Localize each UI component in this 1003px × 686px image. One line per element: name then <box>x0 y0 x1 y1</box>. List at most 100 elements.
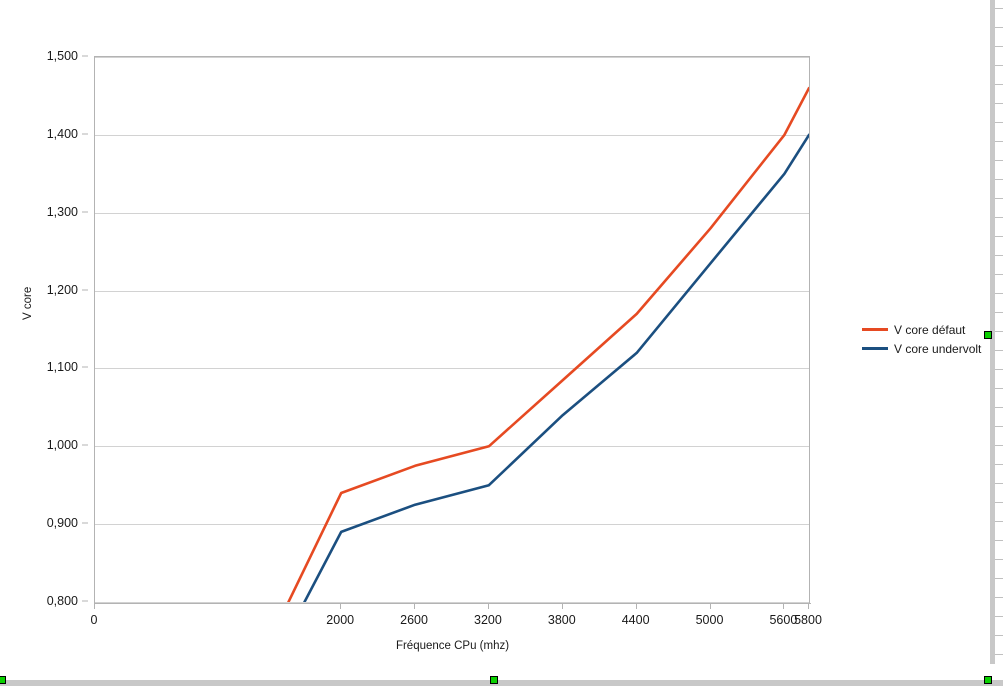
x-axis-tick-mark <box>709 603 711 609</box>
sheet-row-line <box>995 521 1003 522</box>
sheet-row-line <box>995 654 1003 655</box>
y-axis-tick-mark <box>82 211 88 213</box>
x-axis-tick-label: 2600 <box>400 613 428 627</box>
sheet-row-line <box>995 122 1003 123</box>
x-axis-line <box>94 603 811 604</box>
y-axis-tick-mark <box>82 444 88 446</box>
x-axis-tick-label: 5600 <box>769 613 798 627</box>
sheet-row-line <box>995 141 1003 142</box>
gridline <box>95 524 809 526</box>
sheet-row-line <box>995 426 1003 427</box>
sheet-row-line <box>995 255 1003 256</box>
x-axis-tick-mark <box>561 603 563 609</box>
sheet-row-line <box>995 179 1003 180</box>
sheet-row-line <box>995 84 1003 85</box>
y-axis-tick-mark <box>82 600 88 602</box>
gridline <box>95 290 809 292</box>
sheet-row-line <box>995 578 1003 579</box>
gridline <box>95 212 809 214</box>
sheet-row-line <box>995 540 1003 541</box>
y-axis-tick-label: 1,000 <box>46 438 78 453</box>
x-axis-tick-mark <box>340 603 342 609</box>
x-axis-tick-label: 3800 <box>547 613 576 627</box>
sheet-row-line <box>995 597 1003 598</box>
sheet-row-line <box>995 635 1003 636</box>
y-axis-title: V core <box>22 286 34 320</box>
series-lines <box>287 86 809 602</box>
sheet-row-line <box>995 464 1003 465</box>
x-axis-tick-label: 3200 <box>474 613 502 627</box>
x-axis-tick-mark <box>414 603 416 609</box>
y-axis-tick-mark <box>82 55 88 57</box>
sheet-row-line <box>995 483 1003 484</box>
selection-handle-right-middle[interactable] <box>984 331 992 339</box>
chart-legend[interactable]: V core défaut V core undervolt <box>862 320 984 358</box>
sheet-row-line <box>995 388 1003 389</box>
legend-entry[interactable]: V core défaut <box>862 320 984 339</box>
y-axis-tick-label: 1,100 <box>46 360 78 375</box>
gridline <box>95 57 809 58</box>
sheet-row-line <box>995 616 1003 617</box>
sheet-row-line <box>995 65 1003 66</box>
x-axis[interactable]: 0 2000 2600 3200 3800 4400 5000 5600 5800 <box>90 603 822 643</box>
sheet-row-line <box>995 198 1003 199</box>
y-axis-tick-label: 1,200 <box>46 282 78 297</box>
x-axis-tick-mark <box>487 603 489 609</box>
x-axis-tick-mark <box>808 603 809 609</box>
sheet-row-line <box>995 559 1003 560</box>
sheet-row-line <box>995 103 1003 104</box>
selection-handle-bottom-right[interactable] <box>984 676 992 684</box>
sheet-bottom-area <box>0 664 1003 680</box>
sheet-row-line <box>995 160 1003 161</box>
sheet-row-line <box>995 293 1003 294</box>
sheet-row-line <box>995 369 1003 370</box>
y-axis-tick-mark <box>82 366 88 368</box>
y-axis-tick-label: 1,500 <box>46 49 78 63</box>
legend-label: V core défaut <box>894 322 966 337</box>
series-line-v-core-defaut <box>287 86 809 602</box>
y-axis[interactable]: 0,800 0,900 1,000 1,100 1,200 1,300 1,400 1,500 <box>0 49 88 608</box>
x-axis-tick-label: 5000 <box>695 613 724 627</box>
x-axis-tick-label: 0 <box>90 613 98 627</box>
chart-object[interactable]: 0,800 0,900 1,000 1,100 1,200 1,300 1,400 1,500… <box>0 0 990 664</box>
sheet-row-line <box>995 445 1003 446</box>
y-axis-tick-mark <box>82 522 88 524</box>
gridline <box>95 134 809 136</box>
sheet-row-line <box>995 407 1003 408</box>
legend-entry[interactable]: V core undervolt <box>862 339 984 358</box>
x-axis-tick-mark <box>94 603 95 609</box>
sheet-row-line <box>995 502 1003 503</box>
selection-handle-bottom-center[interactable] <box>490 676 498 684</box>
sheet-column-divider <box>990 0 995 686</box>
sheet-row-line <box>995 46 1003 47</box>
sheet-row-line <box>995 350 1003 351</box>
y-axis-tick-label: 0,900 <box>46 516 78 531</box>
sheet-row-line <box>995 8 1003 9</box>
plot-area[interactable] <box>94 56 810 603</box>
series-line-v-core-undervolt <box>303 133 809 602</box>
x-axis-tick-mark <box>635 603 637 609</box>
x-axis-title: Fréquence CPu (mhz) <box>395 640 510 652</box>
y-axis-tick-mark <box>82 133 88 135</box>
sheet-row-line <box>995 312 1003 313</box>
gridline <box>95 446 809 448</box>
gridline <box>95 368 809 370</box>
x-axis-tick-mark <box>783 603 785 609</box>
sheet-row-divider <box>0 680 1003 686</box>
sheet-row-line <box>995 331 1003 332</box>
x-axis-tick-label: 5800 <box>794 613 822 627</box>
legend-color-swatch <box>862 328 888 331</box>
sheet-row-line <box>995 274 1003 275</box>
legend-label: V core undervolt <box>894 341 982 356</box>
x-axis-tick-label: 2000 <box>326 613 355 627</box>
selection-handle-bottom-left[interactable] <box>0 676 6 684</box>
y-axis-tick-label: 0,800 <box>46 594 78 608</box>
sheet-row-line <box>995 27 1003 28</box>
legend-color-swatch <box>862 347 888 350</box>
x-axis-tick-label: 4400 <box>621 613 650 627</box>
y-axis-tick-label: 1,300 <box>46 204 78 219</box>
y-axis-tick-mark <box>82 289 88 291</box>
sheet-row-line <box>995 217 1003 218</box>
gridline <box>95 602 809 603</box>
y-axis-tick-label: 1,400 <box>46 126 78 141</box>
